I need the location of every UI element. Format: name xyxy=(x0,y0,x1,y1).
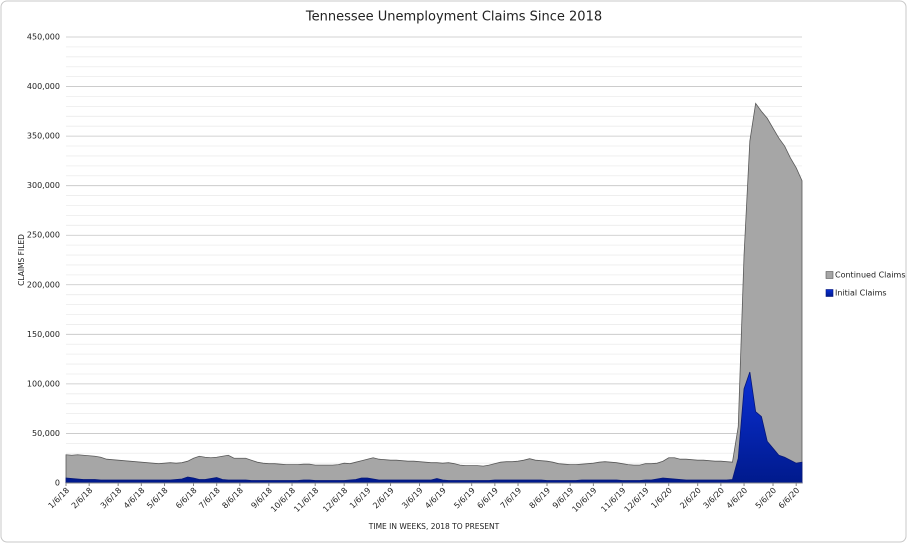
legend-swatch xyxy=(825,289,834,297)
y-tick-label: 200,000 xyxy=(27,280,60,289)
legend-swatch xyxy=(825,271,834,279)
area xyxy=(65,371,803,484)
y-tick-label: 300,000 xyxy=(27,181,60,190)
x-axis-label: TIME IN WEEKS, 2018 TO PRESENT xyxy=(368,522,500,531)
y-tick-label: 50,000 xyxy=(32,429,60,438)
y-tick-label: 100,000 xyxy=(27,379,60,388)
y-axis-label: CLAIMS FILED xyxy=(17,234,26,286)
y-tick-label: 350,000 xyxy=(27,132,60,141)
legend-label: Initial Claims xyxy=(835,289,887,298)
y-tick-label: 150,000 xyxy=(27,330,60,339)
area xyxy=(65,102,803,484)
y-tick-label: 250,000 xyxy=(27,231,60,240)
y-tick-label: 400,000 xyxy=(27,82,60,91)
y-tick-label: 450,000 xyxy=(27,33,60,42)
chart-title: Tennessee Unemployment Claims Since 2018 xyxy=(305,10,602,25)
y-tick-label: 0 xyxy=(55,479,60,488)
legend-label: Continued Claims xyxy=(835,271,906,280)
